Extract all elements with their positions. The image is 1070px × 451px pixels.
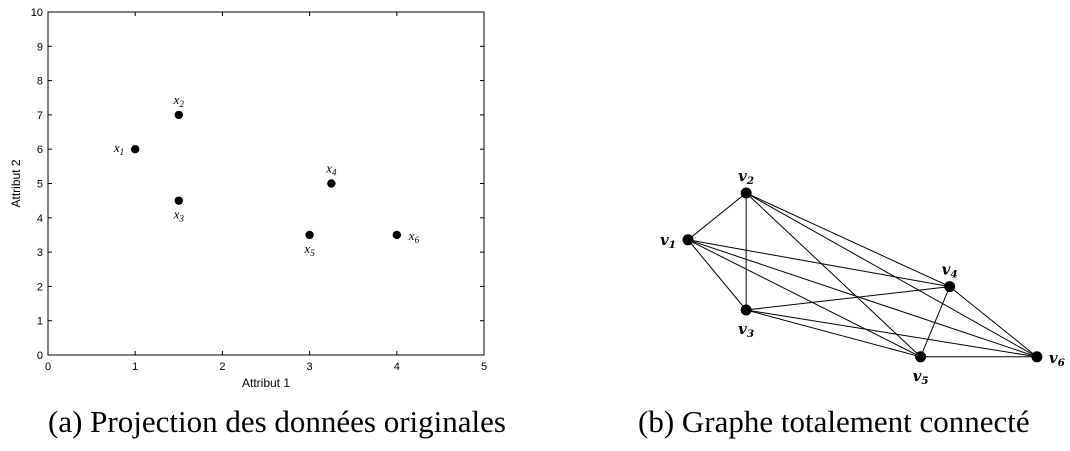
- y-tick-label: 8: [37, 76, 43, 88]
- x-tick-label: 4: [394, 361, 400, 373]
- y-tick-label: 9: [37, 41, 43, 53]
- node-label-v5: v5: [913, 367, 929, 387]
- y-tick-label: 3: [37, 247, 43, 259]
- edge-v1-v4: [687, 239, 950, 288]
- x-tick-label: 1: [132, 361, 138, 373]
- data-point-x4: [327, 179, 336, 188]
- caption-projection: (a) Projection des données originales: [48, 404, 506, 439]
- edge-v3-v4: [746, 286, 950, 311]
- point-label-x3: x3: [173, 207, 185, 224]
- y-tick-label: 7: [37, 110, 43, 122]
- y-tick-label: 10: [31, 7, 43, 19]
- node-label-v6: v6: [1049, 349, 1066, 369]
- node-v2: [740, 187, 752, 199]
- point-label-x6: x6: [408, 228, 420, 245]
- node-label-v2: v2: [738, 167, 754, 187]
- edge-v2-v5: [745, 192, 921, 358]
- data-point-x3: [174, 196, 183, 205]
- node-label-v3: v3: [738, 320, 754, 340]
- edge-v3-v5: [746, 309, 921, 358]
- point-label-x5: x5: [303, 241, 315, 258]
- node-label-v4: v4: [942, 261, 958, 281]
- y-axis-label: Attribut 2: [9, 159, 23, 207]
- plot-frame: [47, 11, 485, 356]
- point-label-x4: x4: [325, 161, 337, 178]
- y-tick-label: 2: [37, 281, 43, 293]
- edge-v4-v5: [920, 286, 951, 357]
- x-tick-label: 0: [45, 361, 51, 373]
- node-v6: [1031, 351, 1043, 363]
- data-point-x1: [131, 145, 140, 154]
- edge-v2-v4: [745, 192, 950, 288]
- node-label-v1: v1: [660, 231, 676, 251]
- x-axis-label: Attribut 1: [242, 376, 290, 390]
- y-tick-label: 0: [37, 350, 43, 362]
- graph-plot: v1 v2 v3 v4 v5 v6: [660, 167, 1066, 387]
- point-label-x2: x2: [173, 92, 185, 109]
- node-v1: [682, 234, 694, 246]
- scatter-plot: 0 1 2 3 4 5 0 1 2 3 4 5 6 7 8 9 10 Attribut 1 Attribut 2 x1…: [9, 7, 487, 390]
- point-label-x1: x1: [113, 140, 124, 157]
- data-point-x2: [174, 110, 183, 120]
- caption-graph: (b) Graphe totalement connecté: [638, 404, 1030, 439]
- node-v5: [915, 351, 927, 363]
- y-tick-label: 1: [37, 316, 43, 328]
- edge-v1-v2: [687, 192, 747, 241]
- x-tick-label: 3: [307, 361, 313, 373]
- node-v4: [944, 281, 956, 293]
- y-tick-label: 5: [37, 179, 43, 191]
- edge-v1-v3: [687, 239, 747, 311]
- x-tick-label: 2: [219, 361, 225, 373]
- data-point-x5: [305, 230, 314, 240]
- y-tick-label: 4: [37, 213, 43, 225]
- edge-v1-v6: [687, 239, 1038, 358]
- edge-v2-v6: [745, 192, 1038, 358]
- data-point-x6: [392, 230, 401, 240]
- x-tick-label: 5: [481, 361, 487, 373]
- edge-v3-v6: [746, 309, 1037, 358]
- y-tick-label: 6: [37, 144, 43, 156]
- node-v3: [740, 304, 752, 316]
- edge-v4-v6: [949, 286, 1038, 358]
- edge-v1-v5: [687, 239, 921, 358]
